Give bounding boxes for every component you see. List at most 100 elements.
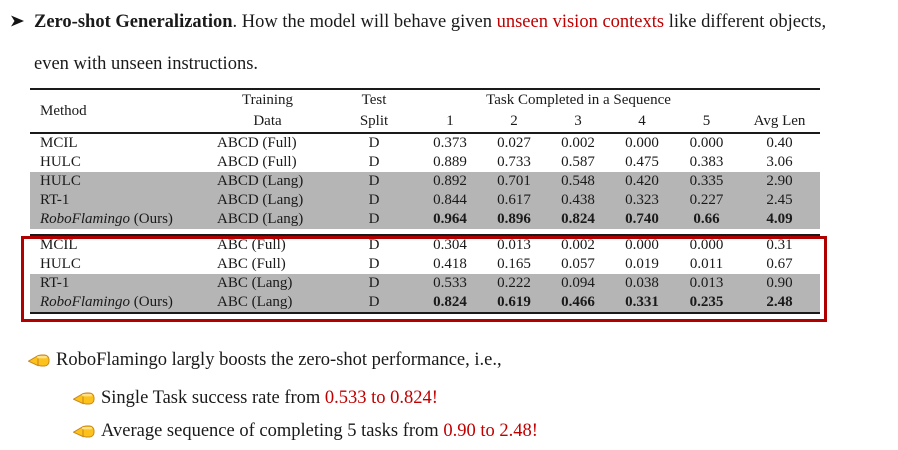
task2-cell: 0.701 — [482, 172, 546, 191]
table-row: RT-1 ABCD (Lang) D 0.844 0.617 0.438 0.3… — [30, 191, 821, 210]
method-name: RoboFlamingo — [40, 211, 130, 227]
header-training-line2: Data — [253, 113, 282, 129]
test-split-cell: D — [368, 256, 380, 272]
task2-cell: 0.027 — [497, 135, 531, 151]
header-test-line2: Split — [359, 113, 389, 129]
task5-cell: 0.227 — [674, 191, 740, 210]
test-split-cell: D — [368, 237, 380, 253]
note-2-red-text: 0.533 to 0.824! — [324, 388, 438, 408]
avg-len-cell: 0.90 — [739, 274, 821, 293]
pointing-hand-icon — [72, 421, 95, 445]
training-data-cell: ABC (Lang) — [205, 293, 330, 313]
training-data-cell: ABCD (Full) — [217, 154, 297, 170]
task2-cell: 0.896 — [482, 210, 546, 229]
table-row-roboflamingo: RoboFlamingo (Ours) ABC (Lang) D 0.824 0… — [30, 293, 821, 313]
header-col-2: 2 — [510, 113, 518, 129]
method-cell: MCIL — [30, 133, 205, 153]
avg-len-cell: 0.67 — [766, 256, 793, 272]
training-data-cell: ABC (Full) — [217, 237, 286, 253]
method-cell: HULC — [30, 172, 205, 191]
method-suffix: (Ours) — [130, 294, 173, 310]
method-name: HULC — [40, 173, 81, 189]
table-row: RT-1 ABC (Lang) D 0.533 0.222 0.094 0.03… — [30, 274, 821, 293]
avg-len-cell: 2.45 — [739, 191, 821, 210]
header-training-data: Training Data — [205, 89, 330, 133]
task4-cell: 0.420 — [610, 172, 674, 191]
avg-len-cell: 2.48 — [739, 293, 821, 313]
task3-cell: 0.002 — [561, 135, 595, 151]
method-cell: RT-1 — [30, 191, 205, 210]
avg-len-cell: 0.31 — [766, 237, 793, 253]
task5-cell: 0.013 — [674, 274, 740, 293]
method-name: RT-1 — [40, 275, 70, 291]
task4-cell: 0.331 — [610, 293, 674, 313]
task4-cell: 0.000 — [625, 237, 659, 253]
training-data-cell: ABCD (Lang) — [205, 210, 330, 229]
method-cell: RoboFlamingo (Ours) — [30, 293, 205, 313]
method-cell: RT-1 — [30, 274, 205, 293]
task4-cell: 0.475 — [625, 154, 659, 170]
table-group-abcd: MCIL ABCD (Full) D 0.373 0.027 0.002 0.0… — [30, 133, 821, 229]
task1-cell: 0.844 — [418, 191, 482, 210]
test-split-cell: D — [330, 191, 418, 210]
task4-cell: 0.740 — [610, 210, 674, 229]
task1-cell: 0.824 — [418, 293, 482, 313]
task5-cell: 0.000 — [689, 135, 724, 151]
pointing-hand-icon — [27, 350, 50, 374]
task3-cell: 0.057 — [561, 256, 595, 272]
header-col-1: 1 — [446, 113, 454, 129]
method-name: HULC — [40, 256, 81, 272]
note-3-text: Average sequence of completing 5 tasks f… — [101, 421, 444, 441]
test-split-cell: D — [330, 210, 418, 229]
note-1-text: RoboFlamingo largly boosts the zero-shot… — [56, 350, 502, 370]
task4-cell: 0.323 — [610, 191, 674, 210]
method-name: MCIL — [40, 237, 78, 253]
gap-cell — [30, 229, 821, 235]
training-data-cell: ABCD (Lang) — [205, 172, 330, 191]
task3-cell: 0.438 — [546, 191, 610, 210]
arrowhead-right-icon — [10, 11, 25, 35]
header-col-5: 5 — [702, 113, 711, 129]
task1-cell: 0.533 — [418, 274, 482, 293]
header-method: Method — [40, 102, 87, 119]
method-suffix: (Ours) — [130, 211, 173, 227]
table-row: MCIL ABC (Full) D 0.304 0.013 0.002 0.00… — [30, 235, 820, 255]
table-header: Method Training Data Test Split Task Com… — [30, 89, 821, 133]
task2-cell: 0.165 — [497, 256, 531, 272]
training-data-cell: ABCD (Full) — [217, 135, 297, 151]
table-row: HULC ABCD (Full) D 0.889 0.733 0.587 0.4… — [30, 153, 820, 172]
task5-cell: 0.66 — [674, 210, 740, 229]
method-name: MCIL — [40, 135, 78, 151]
task1-cell: 0.892 — [418, 172, 482, 191]
header-task-span: Task Completed in a Sequence — [486, 92, 671, 108]
table-row: HULC ABC (Full) D 0.418 0.165 0.057 0.01… — [30, 255, 820, 274]
task3-cell: 0.824 — [546, 210, 610, 229]
method-cell: HULC — [30, 153, 205, 172]
task3-cell: 0.094 — [546, 274, 610, 293]
method-name: HULC — [40, 154, 81, 170]
header-test-split: Test Split — [330, 89, 418, 133]
task3-cell: 0.002 — [561, 237, 595, 253]
task5-cell: 0.000 — [689, 237, 724, 253]
task4-cell: 0.019 — [625, 256, 659, 272]
table-group-abc: MCIL ABC (Full) D 0.304 0.013 0.002 0.00… — [30, 235, 821, 313]
task1-cell: 0.889 — [433, 154, 467, 170]
table-gap — [30, 229, 821, 235]
test-split-cell: D — [330, 274, 418, 293]
title-line-1: Zero-shot Generalization. How the model … — [10, 10, 826, 35]
table-row-roboflamingo: RoboFlamingo (Ours) ABCD (Lang) D 0.964 … — [30, 210, 821, 229]
task1-cell: 0.964 — [418, 210, 482, 229]
task2-cell: 0.013 — [497, 237, 531, 253]
task4-cell: 0.000 — [625, 135, 659, 151]
title-tail: like different objects, — [664, 12, 827, 32]
header-avg-len: Avg Len — [753, 113, 806, 129]
task1-cell: 0.373 — [433, 135, 467, 151]
task5-cell: 0.011 — [689, 256, 724, 272]
title-mid: . How the model will behave given — [232, 12, 497, 32]
avg-len-cell: 0.40 — [766, 135, 793, 151]
title-line-2: even with unseen instructions. — [34, 54, 259, 74]
task2-cell: 0.733 — [497, 154, 531, 170]
training-data-cell: ABC (Full) — [217, 256, 286, 272]
task2-cell: 0.222 — [482, 274, 546, 293]
